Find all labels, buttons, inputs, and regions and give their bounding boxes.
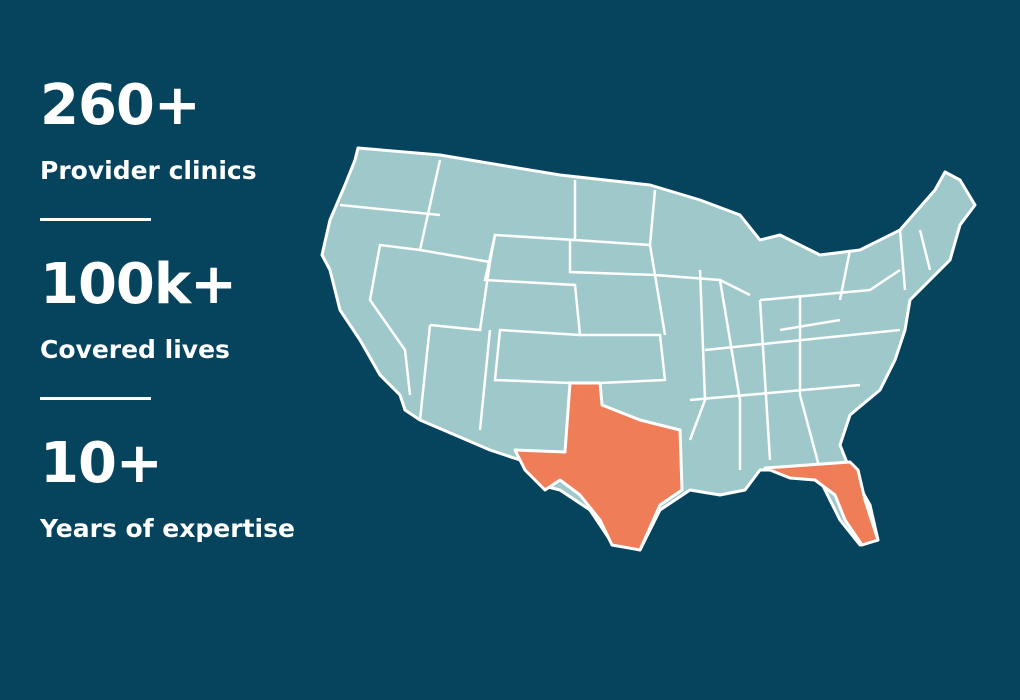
state-borders: [339, 159, 932, 471]
stat-label: Provider clinics: [40, 156, 257, 185]
florida: [763, 460, 880, 547]
divider: [40, 218, 151, 221]
stat: 260+ Provider clinics: [40, 78, 340, 186]
stats: 260+ Provider clinics 100k+ Covered live…: [40, 78, 340, 544]
stat-label: Years of expertise: [40, 514, 295, 543]
stat-value: 260+: [40, 73, 201, 138]
stat-value: 100k+: [40, 252, 237, 317]
stat: 100k+ Covered lives: [40, 257, 340, 365]
us-outline: [320, 146, 977, 552]
stat-value: 10+: [40, 431, 163, 496]
divider: [40, 397, 151, 400]
stat: 10+ Years of expertise: [40, 436, 340, 544]
texas: [513, 381, 684, 552]
stat-label: Covered lives: [40, 335, 230, 364]
